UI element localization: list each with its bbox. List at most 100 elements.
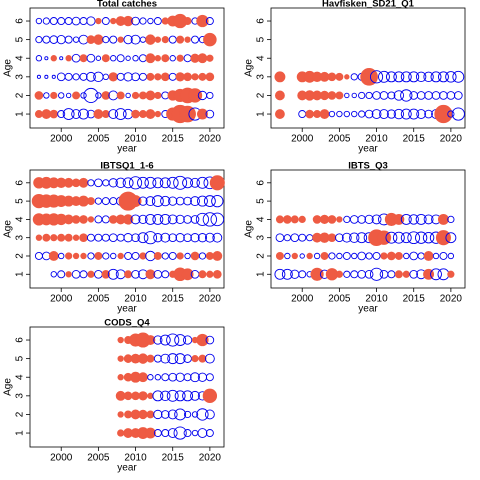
residual-bubble [342, 251, 351, 260]
residual-bubble [197, 233, 208, 243]
residual-bubble [145, 34, 156, 45]
residual-bubble [313, 252, 321, 260]
residual-bubble [161, 36, 169, 44]
y-axis-label: Age [244, 59, 255, 77]
residual-bubble [159, 334, 171, 346]
residual-bubble [139, 252, 147, 260]
residual-bubble [125, 92, 131, 99]
residual-bubble [153, 251, 162, 260]
residual-bubble [123, 72, 133, 82]
residual-bubble [72, 234, 80, 241]
residual-bubble [138, 54, 147, 63]
residual-bubble [95, 17, 102, 25]
residual-bubble [349, 232, 360, 243]
residual-bubble [176, 35, 185, 44]
residual-bubble [153, 354, 162, 363]
residual-bubble [191, 429, 199, 437]
x-tick-label: 2020 [440, 134, 463, 145]
residual-bubble [369, 70, 384, 84]
residual-bubble [86, 233, 95, 242]
residual-bubble [107, 268, 119, 280]
residual-bubble [94, 178, 103, 188]
residual-bubble [166, 333, 180, 347]
residual-bubble [35, 234, 43, 241]
residual-bubble [453, 91, 463, 100]
residual-bubble [351, 252, 358, 260]
residual-bubble [190, 215, 200, 224]
residual-bubble [145, 53, 156, 64]
residual-bubble [87, 252, 95, 260]
residual-bubble [174, 334, 187, 346]
residual-bubble [145, 335, 156, 345]
residual-bubble [191, 73, 199, 81]
residual-bubble [117, 355, 124, 362]
residual-bubble [183, 410, 192, 419]
residual-bubble [131, 269, 140, 279]
residual-bubble [167, 428, 178, 438]
residual-bubble [145, 109, 156, 119]
residual-bubble [115, 269, 126, 280]
residual-bubble [42, 233, 51, 242]
residual-bubble [173, 175, 188, 190]
residual-bubble [423, 251, 434, 261]
y-tick-label: 5 [256, 198, 267, 204]
residual-bubble [198, 270, 207, 279]
residual-bubble [49, 35, 59, 44]
residual-bubble [415, 213, 427, 225]
residual-bubble [65, 92, 72, 99]
residual-bubble [166, 389, 179, 402]
residual-bubble [145, 269, 156, 280]
residual-bubble [56, 34, 66, 45]
y-tick-label: 2 [15, 411, 26, 417]
residual-bubble [94, 251, 103, 260]
residual-bubble [358, 91, 366, 100]
residual-bubble [364, 109, 374, 119]
residual-bubble [102, 36, 110, 44]
x-tick-label: 2020 [199, 134, 222, 145]
residual-bubble [298, 110, 307, 119]
residual-bubble [274, 109, 285, 119]
residual-bubble [380, 252, 388, 260]
residual-bubble [195, 212, 210, 226]
residual-bubble [64, 233, 73, 242]
residual-bubble [407, 231, 421, 245]
residual-bubble [447, 252, 455, 260]
residual-bubble [393, 108, 405, 120]
residual-bubble [372, 251, 381, 260]
residual-bubble [102, 252, 110, 260]
residual-bubble [202, 388, 218, 403]
residual-bubble [138, 72, 147, 81]
residual-bubble [168, 372, 178, 382]
residual-bubble [124, 251, 133, 260]
residual-bubble [175, 372, 185, 382]
residual-bubble [379, 91, 389, 100]
x-tick-label: 2005 [87, 294, 110, 305]
residual-bubble [117, 429, 125, 437]
residual-bubble [183, 373, 192, 382]
residual-bubble [146, 354, 155, 363]
residual-bubble [173, 426, 187, 440]
residual-bubble [65, 55, 72, 62]
residual-bubble [176, 252, 184, 260]
residual-bubble [403, 252, 410, 260]
residual-bubble [56, 72, 66, 82]
residual-bubble [87, 270, 95, 278]
residual-bubble [343, 110, 351, 118]
residual-bubble [108, 72, 118, 82]
residual-bubble [451, 107, 465, 121]
residual-bubble [306, 252, 313, 260]
residual-bubble [327, 215, 337, 224]
residual-bubble [274, 268, 286, 280]
panel-frame [270, 7, 466, 129]
residual-bubble [152, 390, 164, 402]
residual-bubble [198, 252, 207, 260]
residual-bubble [344, 74, 350, 80]
x-tick-label: 2010 [124, 294, 147, 305]
residual-bubble [205, 429, 214, 438]
residual-bubble [430, 71, 442, 83]
residual-bubble [44, 56, 49, 61]
residual-bubble [409, 91, 419, 100]
residual-bubble [184, 252, 191, 260]
y-tick-label: 1 [256, 271, 267, 277]
